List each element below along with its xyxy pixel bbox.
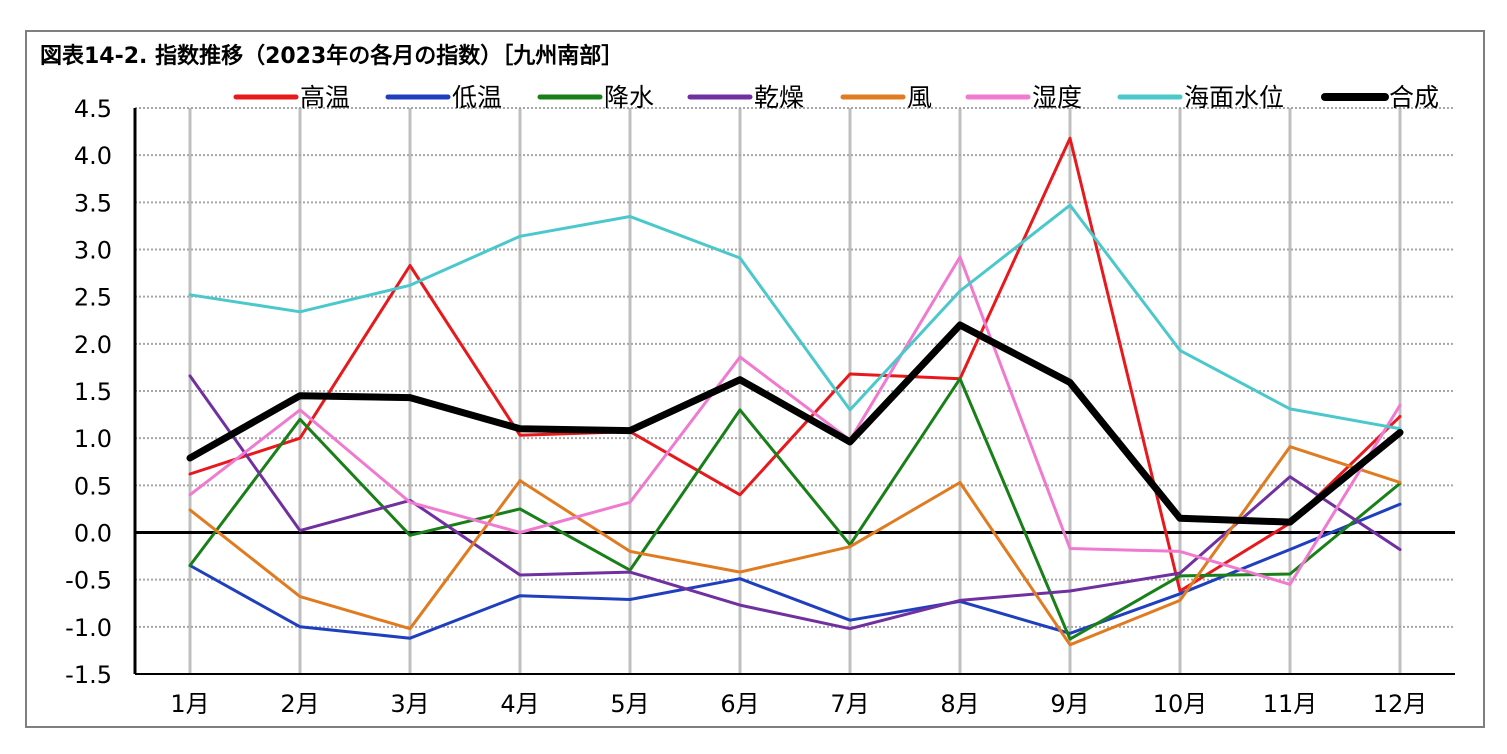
legend-item: 高温	[233, 83, 350, 112]
legend-label: 風	[907, 83, 932, 112]
chart-frame	[25, 30, 1485, 728]
series-line	[188, 445, 1402, 647]
gridlines	[135, 107, 1455, 674]
legend-label: 高温	[300, 83, 350, 112]
series-lines	[186, 136, 1404, 647]
x-tick-label: 12月	[1373, 690, 1428, 718]
y-tick-label: 2.5	[74, 284, 112, 312]
y-tick-label: 1.5	[74, 378, 112, 406]
series-line	[188, 502, 1402, 640]
x-tick-label: 10月	[1153, 690, 1208, 718]
legend-item: 乾燥	[687, 83, 804, 112]
x-tick-label: 6月	[720, 690, 759, 718]
y-tick-label: 3.0	[74, 237, 112, 265]
x-tick-label: 4月	[500, 690, 539, 718]
legend: 高温 低温 降水 乾燥 風 湿度 海面水位 合成	[233, 83, 1439, 112]
y-tick-label: 0.5	[74, 472, 112, 500]
x-tick-label: 7月	[830, 690, 869, 718]
x-tick-label: 1月	[170, 690, 209, 718]
chart-title: 図表14-2. 指数推移（2023年の各月の指数）［九州南部］	[40, 44, 624, 69]
y-tick-label: 2.0	[74, 331, 112, 359]
legend-item: 合成	[1321, 83, 1439, 112]
series-line	[188, 136, 1402, 593]
legend-label: 降水	[604, 83, 654, 112]
y-tick-label: 3.5	[74, 189, 112, 217]
y-tick-label: -0.5	[65, 567, 112, 595]
x-tick-label: 3月	[390, 690, 429, 718]
legend-item: 降水	[537, 83, 654, 112]
legend-item: 低温	[385, 83, 502, 112]
y-tick-label: -1.5	[65, 661, 112, 689]
legend-label: 乾燥	[754, 83, 804, 112]
x-tick-label: 9月	[1050, 690, 1089, 718]
y-tick-label: 0.0	[74, 520, 112, 548]
y-tick-label: 1.0	[74, 425, 112, 453]
x-tick-label: 2月	[280, 690, 319, 718]
axes: 4.5 4.0 3.5 3.0 2.5 2.0 1.5 1.0 0.5 0.0 -0.5 -1.0 -1…	[65, 95, 1455, 718]
series-line	[188, 203, 1402, 431]
x-tick-label: 5月	[610, 690, 649, 718]
x-tick-label: 11月	[1263, 690, 1318, 718]
y-tick-label: 4.0	[74, 142, 112, 170]
series-line	[188, 255, 1402, 586]
legend-item: 海面水位	[1117, 83, 1284, 112]
legend-item: 湿度	[965, 83, 1082, 112]
series-line	[186, 321, 1404, 526]
y-tick-label: 4.5	[74, 95, 112, 123]
legend-item: 風	[840, 83, 932, 112]
legend-label: 合成	[1389, 83, 1439, 112]
legend-label: 海面水位	[1184, 83, 1284, 112]
y-tick-label: -1.0	[65, 614, 112, 642]
legend-label: 湿度	[1032, 83, 1082, 112]
legend-label: 低温	[452, 83, 502, 112]
x-tick-label: 8月	[940, 690, 979, 718]
